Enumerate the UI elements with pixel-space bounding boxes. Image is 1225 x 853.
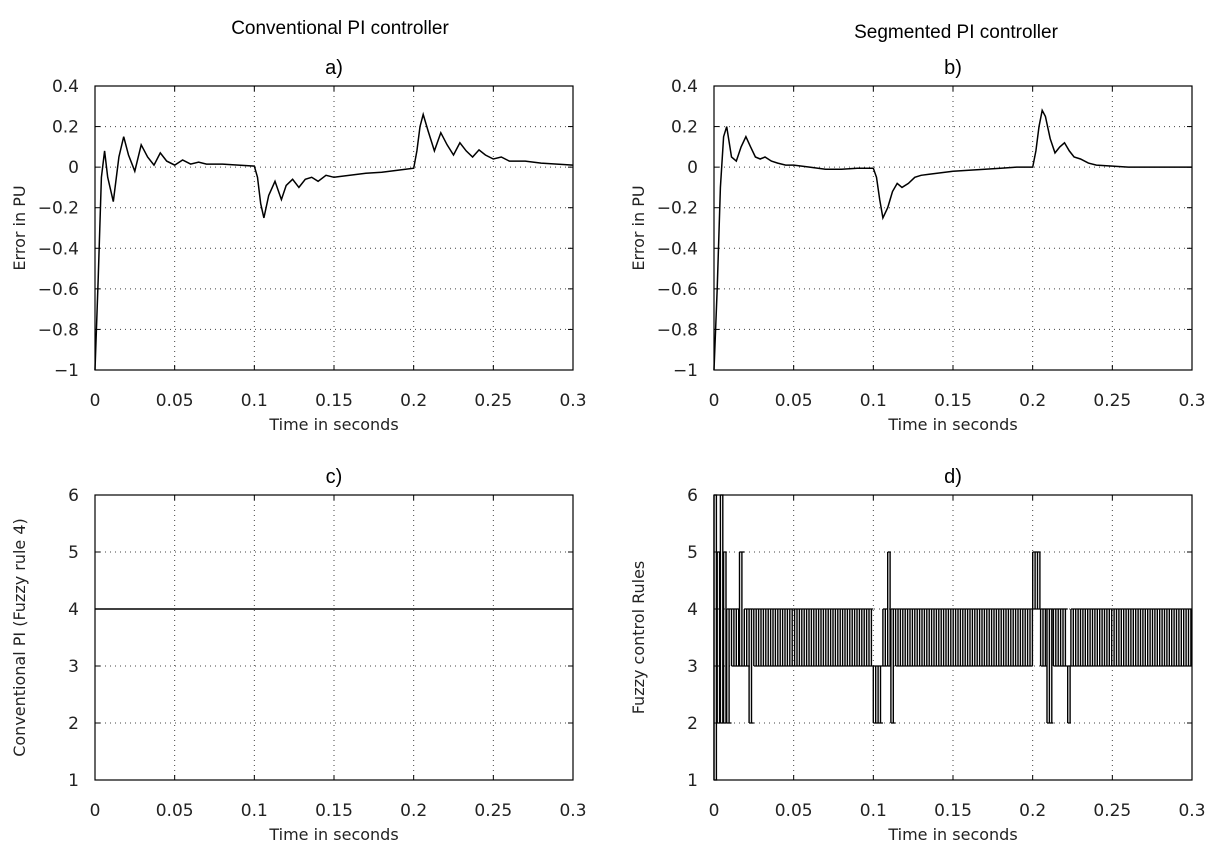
panel-title-a: a) xyxy=(325,57,343,79)
xtick-label: 0.3 xyxy=(559,801,586,821)
left-group-title: Conventional PI controller xyxy=(231,18,449,39)
xtick-label: 0.25 xyxy=(1093,801,1131,821)
x-axis-label-c: Time in seconds xyxy=(268,825,398,844)
ytick-label: 0.4 xyxy=(52,77,79,97)
ytick-label: −0.2 xyxy=(657,199,698,219)
panel-d: 0 0.05 0.1 0.15 0.2 0.25 0.3 1 2 3 4 5 6 d) Time in se… xyxy=(629,466,1206,844)
xtick-label: 0.3 xyxy=(1178,391,1205,411)
panel-a: 0 0.05 0.1 0.15 0.2 0.25 0.3 −1 −0.8 −0.6 −0.4 −0.2… xyxy=(10,57,587,434)
xtick-label: 0.2 xyxy=(400,801,427,821)
ytick-label: 5 xyxy=(687,543,698,563)
ytick-label: −0.8 xyxy=(657,320,698,340)
xtick-label: 0.05 xyxy=(775,391,813,411)
ytick-label: 1 xyxy=(687,771,698,791)
ytick-label: 0.2 xyxy=(52,118,79,138)
ytick-label: 1 xyxy=(68,771,79,791)
axes-frame-c xyxy=(94,494,574,781)
y-axis-label-d: Fuzzy control Rules xyxy=(629,561,648,715)
rule-switching-d xyxy=(713,494,1192,781)
xtick-label: 0.25 xyxy=(474,391,512,411)
ytick-label: 2 xyxy=(68,714,79,734)
ytick-label: −1 xyxy=(54,361,79,381)
axes-frame-a xyxy=(94,85,574,371)
ytick-label: 2 xyxy=(687,714,698,734)
xtick-label: 0.2 xyxy=(1019,801,1046,821)
ytick-label: 0 xyxy=(68,158,79,178)
ytick-label: 0 xyxy=(687,158,698,178)
xtick-label: 0.2 xyxy=(1019,391,1046,411)
xtick-label: 0.05 xyxy=(775,801,813,821)
ytick-label: 3 xyxy=(687,657,698,677)
x-axis-label-b: Time in seconds xyxy=(887,415,1017,434)
plots: 0 0.05 0.1 0.15 0.2 0.25 0.3−1−0.8−0.6−0.4−0.2… xyxy=(10,57,1206,844)
xtick-label: 0.1 xyxy=(241,801,268,821)
ytick-label: 3 xyxy=(68,657,79,677)
xtick-label: 0.1 xyxy=(860,801,887,821)
xtick-label: 0.25 xyxy=(1093,391,1131,411)
panel-c: 0 0.05 0.1 0.15 0.2 0.25 0.3 1 2 3 4 5 6 c) Time in se… xyxy=(10,466,587,844)
xtick-label: 0.05 xyxy=(156,391,194,411)
ytick-label: 6 xyxy=(687,486,698,506)
panel-title-b: b) xyxy=(944,57,962,79)
xtick-label: 0.15 xyxy=(315,801,353,821)
xtick-label: 0.1 xyxy=(241,391,268,411)
xtick-label: 0.15 xyxy=(934,801,972,821)
panel-b: 0 0.05 0.1 0.15 0.2 0.25 0.3 −1 −0.8 −0.6 −0.4 −0.2… xyxy=(629,57,1206,434)
axes-frame-b xyxy=(713,85,1193,371)
y-axis-label-b: Error in PU xyxy=(629,185,648,270)
ytick-label: 6 xyxy=(68,486,79,506)
x-axis-label-d: Time in seconds xyxy=(887,825,1017,844)
ytick-label: −0.6 xyxy=(38,280,79,300)
xtick-label: 0.1 xyxy=(860,391,887,411)
ytick-label: −0.6 xyxy=(657,280,698,300)
xtick-label: 0.25 xyxy=(474,801,512,821)
ytick-label: −1 xyxy=(673,361,698,381)
ytick-label: −0.4 xyxy=(38,239,79,259)
ytick-label: −0.8 xyxy=(38,320,79,340)
xtick-label: 0 xyxy=(709,801,720,821)
right-group-title: Segmented PI controller xyxy=(854,22,1059,43)
panel-title-c: c) xyxy=(326,466,343,488)
panel-title-d: d) xyxy=(944,466,962,488)
series-line-b xyxy=(713,108,1192,371)
y-axis-label-a: Error in PU xyxy=(10,185,29,270)
ytick-label: 4 xyxy=(687,600,698,620)
ytick-label: 0.4 xyxy=(671,77,698,97)
xtick-label: 0 xyxy=(90,391,101,411)
xtick-label: 0.2 xyxy=(400,391,427,411)
ytick-label: −0.4 xyxy=(657,239,698,259)
xtick-label: 0 xyxy=(90,801,101,821)
ytick-label: 4 xyxy=(68,600,79,620)
xtick-label: 0.05 xyxy=(156,801,194,821)
x-axis-label-a: Time in seconds xyxy=(268,415,398,434)
xtick-label: 0.3 xyxy=(559,391,586,411)
ytick-label: −0.2 xyxy=(38,199,79,219)
xtick-label: 0.15 xyxy=(315,391,353,411)
y-axis-label-c: Conventional PI (Fuzzy rule 4) xyxy=(10,518,29,757)
xtick-label: 0.15 xyxy=(934,391,972,411)
xtick-label: 0 xyxy=(709,391,720,411)
series-line-a xyxy=(94,111,574,371)
xtick-label: 0.3 xyxy=(1178,801,1205,821)
ytick-label: 5 xyxy=(68,543,79,563)
ytick-label: 0.2 xyxy=(671,118,698,138)
